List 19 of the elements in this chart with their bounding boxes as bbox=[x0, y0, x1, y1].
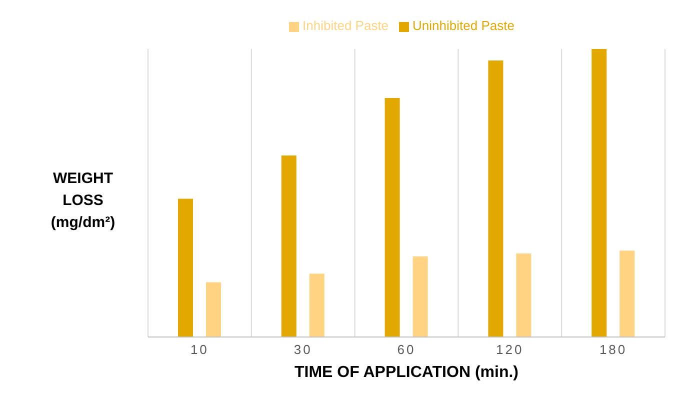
y-axis-title: WEIGHT LOSS (mg/dm²) bbox=[50, 169, 116, 233]
bar bbox=[412, 256, 428, 337]
bar bbox=[620, 250, 635, 337]
bar bbox=[516, 253, 532, 337]
bar bbox=[206, 282, 221, 337]
bar bbox=[488, 60, 504, 337]
x-tick-label: 60 bbox=[397, 342, 416, 358]
x-tick-label: 180 bbox=[599, 342, 628, 358]
legend-label: Uninhibited Paste bbox=[412, 18, 514, 33]
x-tick-label: 30 bbox=[294, 342, 312, 358]
bar bbox=[592, 49, 607, 337]
bar bbox=[281, 156, 296, 337]
x-axis-title: TIME OF APPLICATION (min.) bbox=[294, 364, 518, 381]
legend-label: Inhibited Paste bbox=[302, 18, 389, 33]
bar bbox=[384, 98, 400, 337]
bar bbox=[309, 274, 324, 337]
x-tick-label: 10 bbox=[190, 342, 209, 358]
x-tick-label: 120 bbox=[496, 342, 524, 358]
bar bbox=[178, 198, 193, 337]
